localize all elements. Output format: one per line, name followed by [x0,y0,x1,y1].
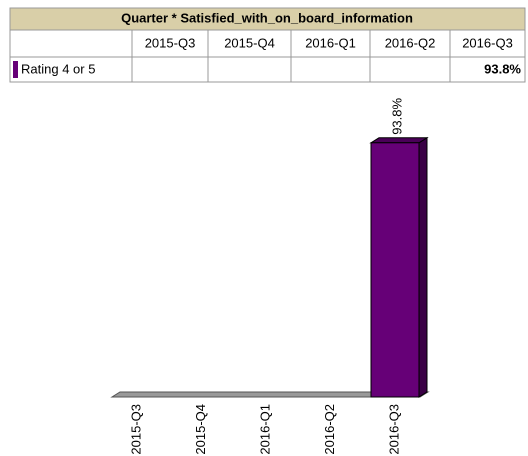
table-cell: 93.8% [484,61,521,76]
floor [110,391,430,398]
chart-title: Quarter * Satisfied_with_on_board_inform… [121,10,413,25]
row-header: Rating 4 or 5 [21,61,95,76]
bar-top [369,137,429,144]
column-header: 2016-Q2 [385,35,436,50]
column-header: 2016-Q3 [462,35,513,50]
column-header: 2015-Q4 [224,35,275,50]
x-tick-label: 2016-Q3 [386,404,401,455]
legend-swatch [13,61,18,78]
x-tick-label: 2015-Q3 [128,404,143,455]
bar-side [418,136,428,398]
x-tick-label: 2016-Q1 [257,404,272,455]
data-label: 93.8% [389,98,404,135]
bar [370,142,420,398]
x-tick-label: 2015-Q4 [193,404,208,455]
column-header: 2015-Q3 [145,35,196,50]
x-tick-label: 2016-Q2 [322,404,337,455]
column-header: 2016-Q1 [305,35,356,50]
